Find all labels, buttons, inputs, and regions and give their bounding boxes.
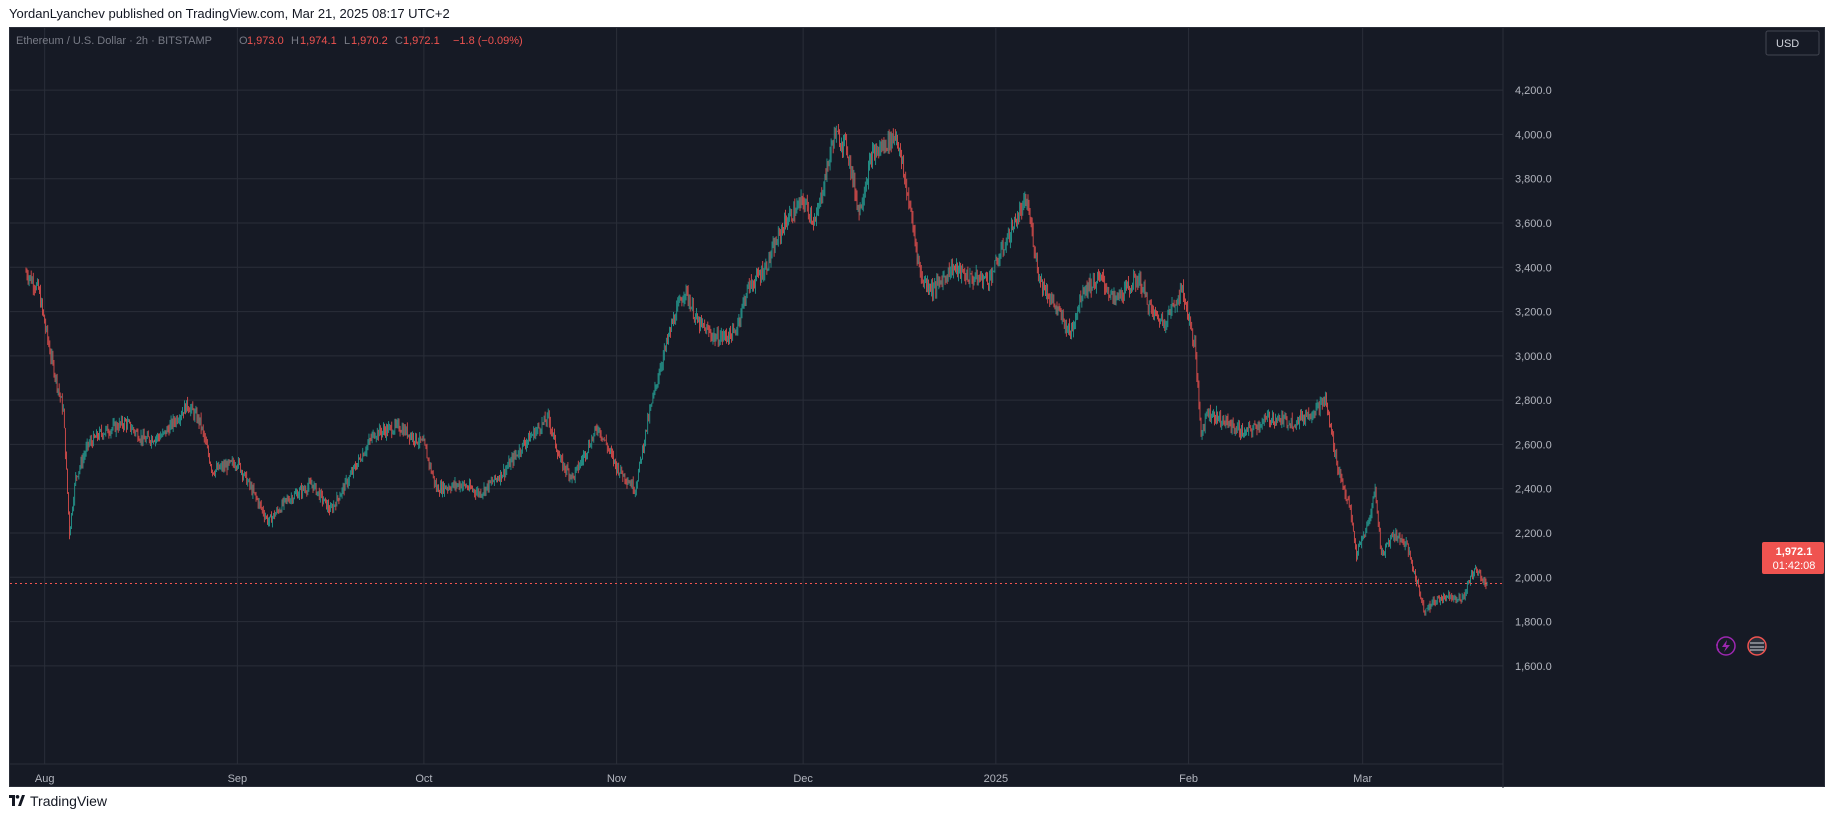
legend-close-label: C [395, 35, 403, 47]
legend-high-label: H [291, 35, 299, 47]
symbol-legend[interactable]: Ethereum / U.S. Dollar · 2h · BITSTAMP O… [16, 35, 523, 47]
tradingview-logo-icon [9, 794, 25, 809]
time-tick-label: Feb [1179, 773, 1198, 785]
price-tick-label: 4,200.0 [1515, 85, 1552, 97]
footer-brand-label: TradingView [30, 793, 108, 809]
price-tick-label: 3,800.0 [1515, 174, 1552, 186]
legend-open-label: O [239, 35, 248, 47]
grid [10, 28, 1503, 764]
price-tick-label: 2,400.0 [1515, 484, 1552, 496]
time-tick-label: Sep [228, 773, 248, 785]
earth-icon[interactable] [1747, 636, 1767, 656]
legend-symbol: Ethereum / U.S. Dollar · 2h · BITSTAMP [16, 35, 212, 47]
price-tick-label: 3,000.0 [1515, 351, 1552, 363]
publisher-line: YordanLyanchev published on TradingView.… [9, 6, 450, 21]
currency-button[interactable]: USD [1765, 30, 1820, 56]
time-axis[interactable]: Aug Sep Oct Nov Dec 2025 Feb Mar [10, 763, 1503, 785]
lightning-icon[interactable] [1716, 636, 1736, 656]
price-axis[interactable]: 1,600.0 1,800.0 2,000.0 2,200.0 2,400.0 2,600… [1502, 28, 1552, 788]
price-tick-label: 1,800.0 [1515, 617, 1552, 629]
last-price-badge: 1,972.1 01:42:08 [1762, 542, 1824, 574]
last-price-value: 1,972.1 [1776, 546, 1813, 558]
price-tick-label: 3,400.0 [1515, 262, 1552, 274]
time-tick-label: Oct [415, 773, 432, 785]
price-tick-label: 1,600.0 [1515, 661, 1552, 673]
legend-open-value: 1,973.0 [247, 35, 284, 47]
legend-low-value: 1,970.2 [351, 35, 388, 47]
price-tick-label: 2,600.0 [1515, 439, 1552, 451]
price-tick-label: 3,200.0 [1515, 307, 1552, 319]
price-tick-label: 2,200.0 [1515, 528, 1552, 540]
legend-close-value: 1,972.1 [403, 35, 440, 47]
chart-container[interactable]: 1,600.0 1,800.0 2,000.0 2,200.0 2,400.0 2,600… [9, 27, 1826, 788]
legend-high-value: 1,974.1 [300, 35, 337, 47]
time-tick-label: Aug [35, 773, 55, 785]
price-tick-label: 2,000.0 [1515, 572, 1552, 584]
legend-change: −1.8 (−0.09%) [453, 35, 523, 47]
footer-brand[interactable]: TradingView [9, 793, 107, 809]
time-tick-label: Dec [793, 773, 813, 785]
countdown-timer: 01:42:08 [1773, 560, 1816, 572]
currency-label: USD [1776, 38, 1799, 50]
time-tick-label: Mar [1353, 773, 1372, 785]
candles [25, 124, 1488, 616]
price-chart[interactable]: 1,600.0 1,800.0 2,000.0 2,200.0 2,400.0 2,600… [10, 28, 1826, 788]
time-tick-label: Nov [607, 773, 627, 785]
price-tick-label: 2,800.0 [1515, 395, 1552, 407]
legend-low-label: L [344, 35, 350, 47]
price-tick-label: 4,000.0 [1515, 129, 1552, 141]
price-tick-label: 3,600.0 [1515, 218, 1552, 230]
time-tick-label: 2025 [984, 773, 1008, 785]
